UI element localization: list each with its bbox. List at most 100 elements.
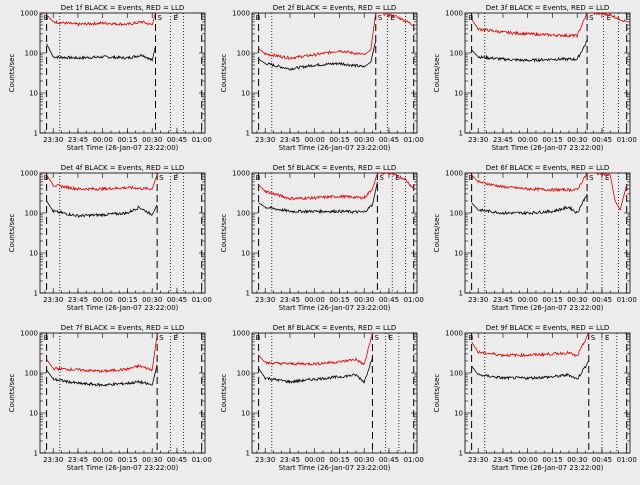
x-tick-label: 00:00: [93, 296, 113, 304]
x-tick-label: 01:00: [404, 456, 424, 464]
y-tick-label: 1: [34, 290, 38, 298]
x-tick-label: 00:15: [329, 456, 349, 464]
y-axis-label: Counts/sec: [433, 214, 441, 253]
panel-det-6f: Det 6f BLACK = Events, RED = LLD 1 10 100 10…: [433, 164, 637, 312]
marker-label-b: B: [469, 174, 474, 182]
plot-frame: [464, 332, 631, 454]
y-tick-label: 1: [459, 130, 463, 138]
x-tick-label: 00:00: [93, 456, 113, 464]
marker-label-s: S: [158, 14, 163, 22]
x-tick-label: 23:45: [68, 456, 88, 464]
marker-label-s: S: [589, 174, 594, 182]
x-tick-label: 01:00: [192, 136, 212, 144]
plot-frame: [39, 332, 206, 454]
y-tick-label: 1: [246, 450, 250, 458]
marker-label-b: B: [256, 174, 261, 182]
series-lld-line: [46, 334, 158, 374]
y-tick-label: 100: [237, 210, 250, 218]
x-tick-label: 23:30: [255, 136, 275, 144]
y-tick-label: 10: [454, 410, 463, 418]
panel-det-5f: Det 5f BLACK = Events, RED = LLD 1 10 100 10…: [220, 164, 424, 312]
x-tick-label: 00:00: [305, 136, 325, 144]
x-tick-label: 23:30: [255, 296, 275, 304]
x-tick-label: 01:00: [617, 136, 637, 144]
x-tick-label: 00:00: [518, 456, 538, 464]
x-tick-label: 01:00: [617, 456, 637, 464]
x-tick-label: 00:45: [592, 296, 612, 304]
x-tick-label: 01:00: [404, 296, 424, 304]
series-lld-line: [471, 173, 628, 211]
y-tick-label: 100: [25, 210, 38, 218]
x-tick-label: 00:30: [567, 296, 587, 304]
x-tick-label: 00:30: [567, 136, 587, 144]
x-tick-label: 00:15: [117, 136, 137, 144]
x-tick-label: 00:15: [329, 136, 349, 144]
x-tick-label: 00:00: [305, 296, 325, 304]
x-tick-label: 23:30: [255, 456, 275, 464]
x-tick-label: 00:30: [567, 456, 587, 464]
y-tick-label: 1000: [445, 170, 463, 178]
x-tick-label: 23:45: [493, 456, 513, 464]
marker-label-s: S: [591, 334, 596, 342]
plot-frame: [39, 12, 206, 134]
y-tick-label: 1000: [20, 170, 38, 178]
marker-label-s: S: [159, 334, 164, 342]
x-tick-label: 23:30: [468, 296, 488, 304]
x-tick-label: 23:45: [493, 136, 513, 144]
panel-title: Det 9f BLACK = Events, RED = LLD: [486, 324, 609, 332]
x-tick-label: 00:15: [117, 456, 137, 464]
panel-title: Det 1f BLACK = Events, RED = LLD: [61, 4, 184, 12]
series-lld-line: [258, 173, 414, 201]
y-tick-label: 1000: [20, 10, 38, 18]
panel-det-9f: Det 9f BLACK = Events, RED = LLD 1 10 100 10…: [433, 324, 637, 472]
series-events-line: [471, 193, 588, 216]
y-tick-label: 10: [29, 410, 38, 418]
panel-det-7f: Det 7f BLACK = Events, RED = LLD 1 10 100 10…: [8, 324, 212, 472]
x-tick-label: 23:30: [468, 136, 488, 144]
panel-det-4f: Det 4f BLACK = Events, RED = LLD 1 10 100 10…: [8, 164, 212, 312]
marker-label-s: S: [374, 334, 379, 342]
series-lld-line: [258, 13, 414, 60]
x-axis-label: Start Time (26-Jan-07 23:22:00): [492, 464, 604, 472]
marker-label-e: E: [605, 334, 609, 342]
series-events-line: [258, 357, 373, 385]
x-tick-label: 00:15: [542, 296, 562, 304]
x-axis-label: Start Time (26-Jan-07 23:22:00): [67, 464, 179, 472]
x-tick-label: 01:00: [192, 456, 212, 464]
x-tick-label: 00:15: [542, 136, 562, 144]
panel-det-1f: Det 1f BLACK = Events, RED = LLD 1 10 100 10…: [8, 4, 212, 152]
panel-title: Det 4f BLACK = Events, RED = LLD: [61, 164, 184, 172]
panel-title: Det 7f BLACK = Events, RED = LLD: [61, 324, 184, 332]
y-tick-label: 10: [29, 250, 38, 258]
x-tick-label: 00:15: [117, 296, 137, 304]
marker-label-s: S: [159, 174, 164, 182]
y-tick-label: 1: [459, 290, 463, 298]
y-tick-label: 1: [246, 290, 250, 298]
marker-label-b: B: [44, 14, 49, 22]
panel-title: Det 3f BLACK = Events, RED = LLD: [486, 4, 609, 12]
x-tick-label: 00:45: [592, 456, 612, 464]
x-tick-label: 23:45: [493, 296, 513, 304]
marker-label-b: B: [256, 14, 261, 22]
x-tick-label: 01:00: [617, 296, 637, 304]
y-tick-label: 1000: [232, 170, 250, 178]
series-lld-line: [471, 333, 589, 358]
y-tick-label: 100: [450, 210, 463, 218]
series-events-line: [471, 40, 588, 63]
plot-frame: [251, 172, 418, 294]
y-axis-label: Counts/sec: [8, 374, 16, 413]
x-tick-label: 00:30: [142, 456, 162, 464]
plot-frame: [39, 172, 206, 294]
y-tick-label: 100: [237, 50, 250, 58]
x-tick-label: 00:45: [592, 136, 612, 144]
x-tick-label: 00:00: [93, 136, 113, 144]
x-tick-label: 00:30: [142, 136, 162, 144]
x-tick-label: 00:45: [379, 136, 399, 144]
panel-det-3f: Det 3f BLACK = Events, RED = LLD 1 10 100 10…: [433, 4, 637, 152]
y-axis-label: Counts/sec: [433, 54, 441, 93]
x-tick-label: 23:45: [68, 136, 88, 144]
panel-title: Det 8f BLACK = Events, RED = LLD: [273, 324, 396, 332]
x-tick-label: 00:45: [167, 136, 187, 144]
x-tick-label: 23:30: [468, 456, 488, 464]
